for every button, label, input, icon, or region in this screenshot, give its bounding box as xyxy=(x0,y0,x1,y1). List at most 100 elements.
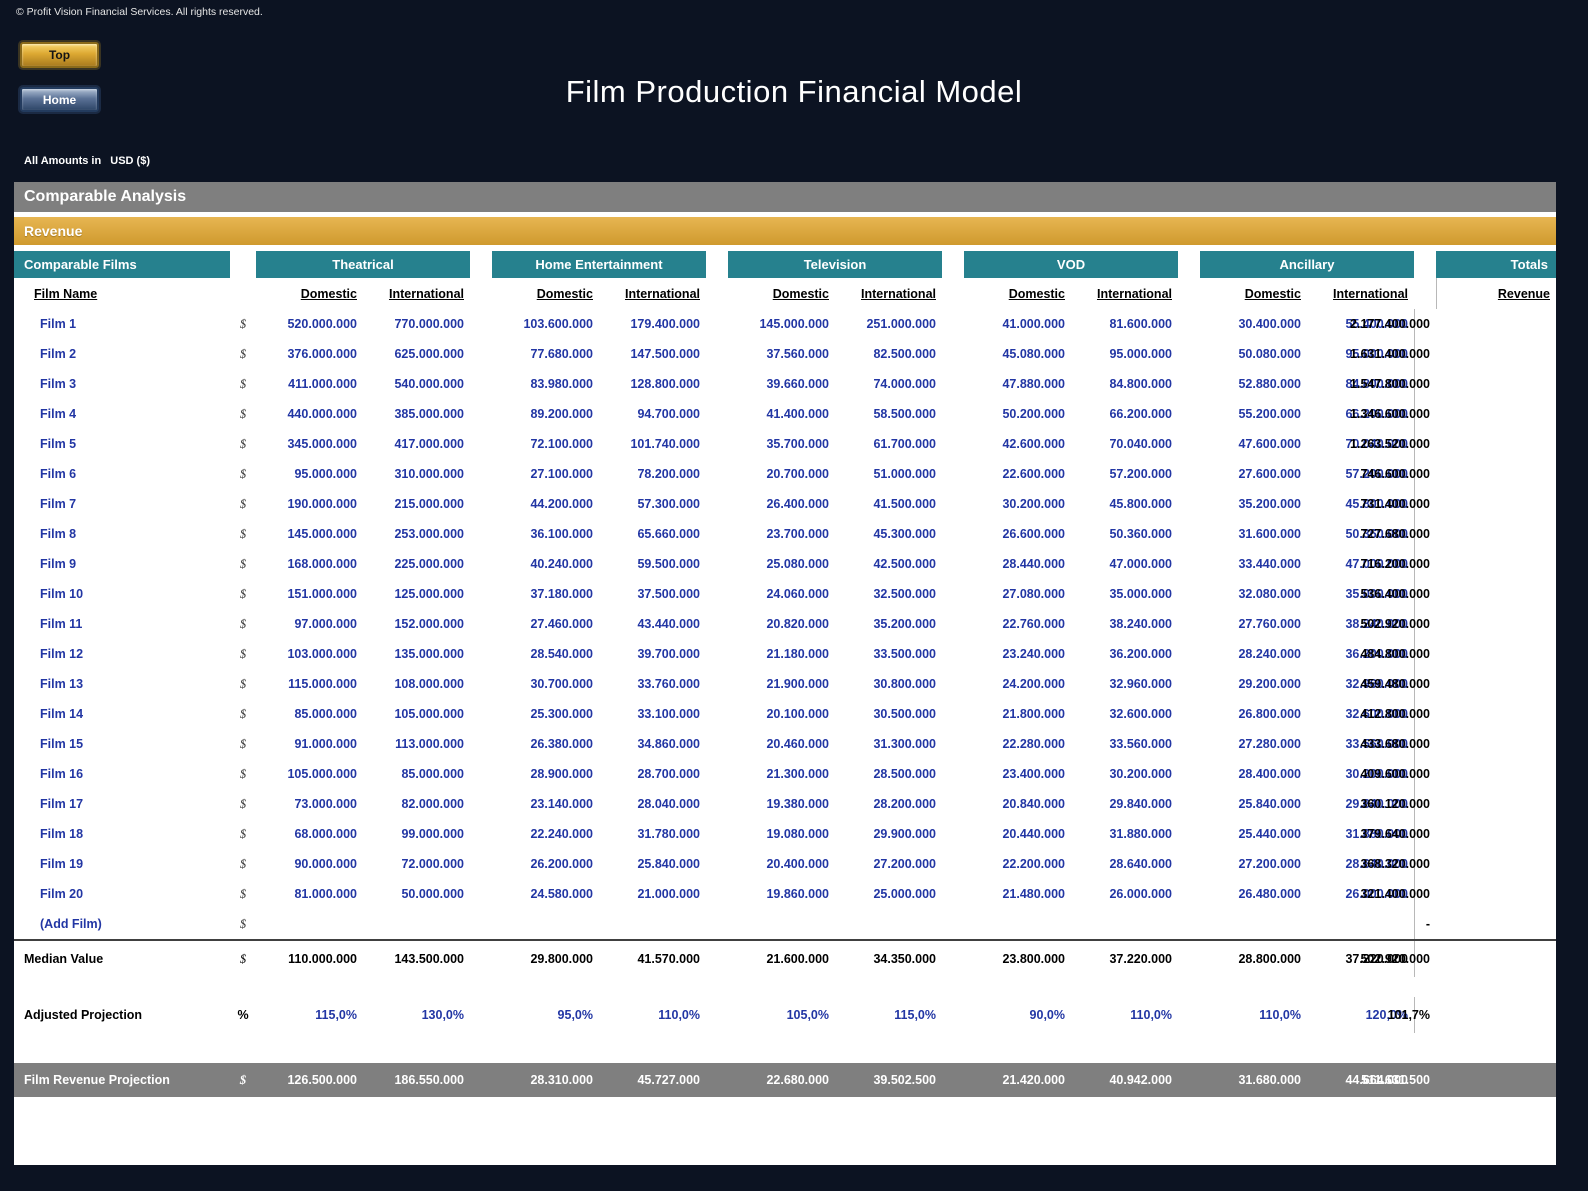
value-cell[interactable]: 19.380.000 xyxy=(766,797,829,811)
value-cell[interactable]: 39.700.000 xyxy=(637,647,700,661)
value-cell[interactable]: 105.000.000 xyxy=(394,707,464,721)
film-name-cell[interactable]: Film 10 xyxy=(40,587,84,601)
value-cell[interactable]: 28.900.000 xyxy=(530,767,593,781)
value-cell[interactable]: 36.200.000 xyxy=(1345,647,1408,661)
value-cell[interactable]: 110,0% xyxy=(1259,1008,1301,1022)
value-cell[interactable]: 540.000.000 xyxy=(394,377,464,391)
value-cell[interactable]: 95.000.000 xyxy=(1109,347,1172,361)
value-cell[interactable]: 215.000.000 xyxy=(394,497,464,511)
value-cell[interactable]: 38.240.000 xyxy=(1109,617,1172,631)
value-cell[interactable]: 33.760.000 xyxy=(637,677,700,691)
value-cell[interactable]: 83.980.000 xyxy=(530,377,593,391)
home-button[interactable]: Home xyxy=(20,87,99,112)
value-cell[interactable]: 42.600.000 xyxy=(1002,437,1065,451)
top-button[interactable]: Top xyxy=(20,42,99,68)
value-cell[interactable]: 130,0% xyxy=(421,1008,464,1022)
value-cell[interactable]: 21.300.000 xyxy=(766,767,829,781)
value-cell[interactable]: 35.200.000 xyxy=(873,617,936,631)
value-cell[interactable]: 105,0% xyxy=(786,1008,829,1022)
value-cell[interactable]: 345.000.000 xyxy=(287,437,357,451)
value-cell[interactable]: 253.000.000 xyxy=(394,527,464,541)
value-cell[interactable]: 32.600.000 xyxy=(1109,707,1172,721)
value-cell[interactable]: 32.960.000 xyxy=(1345,677,1408,691)
value-cell[interactable]: 34.860.000 xyxy=(637,737,700,751)
value-cell[interactable]: 310.000.000 xyxy=(394,467,464,481)
value-cell[interactable]: 95.000.000 xyxy=(1345,347,1408,361)
value-cell[interactable]: 28.400.000 xyxy=(1238,767,1301,781)
value-cell[interactable]: 115,0% xyxy=(315,1008,357,1022)
value-cell[interactable]: 57.200.000 xyxy=(1109,467,1172,481)
value-cell[interactable]: 440.000.000 xyxy=(287,407,357,421)
value-cell[interactable]: 27.460.000 xyxy=(530,617,593,631)
film-name-cell[interactable]: Film 1 xyxy=(40,317,77,331)
value-cell[interactable]: 32.960.000 xyxy=(1109,677,1172,691)
value-cell[interactable]: 25.840.000 xyxy=(1238,797,1301,811)
value-cell[interactable]: 29.840.000 xyxy=(1109,797,1172,811)
value-cell[interactable]: 28.040.000 xyxy=(637,797,700,811)
film-name-cell[interactable]: Film 16 xyxy=(40,767,84,781)
value-cell[interactable]: 27.100.000 xyxy=(530,467,593,481)
value-cell[interactable]: 20.400.000 xyxy=(766,857,829,871)
value-cell[interactable]: 70.040.000 xyxy=(1109,437,1172,451)
value-cell[interactable]: 151.000.000 xyxy=(287,587,357,601)
value-cell[interactable]: 39.660.000 xyxy=(766,377,829,391)
value-cell[interactable]: 22.760.000 xyxy=(1002,617,1065,631)
value-cell[interactable]: 45.080.000 xyxy=(1002,347,1065,361)
value-cell[interactable]: 26.200.000 xyxy=(530,857,593,871)
value-cell[interactable]: 30.200.000 xyxy=(1109,767,1172,781)
value-cell[interactable]: 168.000.000 xyxy=(287,557,357,571)
value-cell[interactable]: 28.200.000 xyxy=(873,797,936,811)
value-cell[interactable]: 84.800.000 xyxy=(1109,377,1172,391)
value-cell[interactable] xyxy=(1200,909,1307,939)
value-cell[interactable]: 30.200.000 xyxy=(1345,767,1408,781)
value-cell[interactable]: 58.500.000 xyxy=(873,407,936,421)
value-cell[interactable]: 225.000.000 xyxy=(394,557,464,571)
value-cell[interactable]: 31.600.000 xyxy=(1238,527,1301,541)
value-cell[interactable]: 45.800.000 xyxy=(1345,497,1408,511)
value-cell[interactable]: 251.000.000 xyxy=(866,317,936,331)
value-cell[interactable]: 82.500.000 xyxy=(873,347,936,361)
value-cell[interactable]: 50.000.000 xyxy=(401,887,464,901)
value-cell[interactable] xyxy=(1071,909,1178,939)
value-cell[interactable]: 32.600.000 xyxy=(1345,707,1408,721)
value-cell[interactable]: 21.480.000 xyxy=(1002,887,1065,901)
value-cell[interactable]: 29.200.000 xyxy=(1238,677,1301,691)
value-cell[interactable]: 31.880.000 xyxy=(1345,827,1408,841)
value-cell[interactable]: 94.700.000 xyxy=(637,407,700,421)
value-cell[interactable]: 22.240.000 xyxy=(530,827,593,841)
value-cell[interactable]: 47.600.000 xyxy=(1238,437,1301,451)
value-cell[interactable]: 105.000.000 xyxy=(287,767,357,781)
value-cell[interactable]: 65.660.000 xyxy=(637,527,700,541)
value-cell[interactable]: 89.200.000 xyxy=(530,407,593,421)
value-cell[interactable] xyxy=(1307,909,1414,939)
value-cell[interactable]: 21.900.000 xyxy=(766,677,829,691)
value-cell[interactable]: 23.700.000 xyxy=(766,527,829,541)
value-cell[interactable]: 50.360.000 xyxy=(1345,527,1408,541)
value-cell[interactable]: 55.200.000 xyxy=(1238,407,1301,421)
value-cell[interactable]: 33.560.000 xyxy=(1345,737,1408,751)
value-cell[interactable]: 24.060.000 xyxy=(766,587,829,601)
film-name-cell[interactable]: Film 5 xyxy=(40,437,77,451)
value-cell[interactable]: 145.000.000 xyxy=(287,527,357,541)
value-cell[interactable]: 31.880.000 xyxy=(1109,827,1172,841)
value-cell[interactable]: 27.200.000 xyxy=(1238,857,1301,871)
value-cell[interactable]: 37.500.000 xyxy=(637,587,700,601)
value-cell[interactable]: 95.000.000 xyxy=(294,467,357,481)
value-cell[interactable]: 26.000.000 xyxy=(1345,887,1408,901)
value-cell[interactable]: 128.800.000 xyxy=(630,377,700,391)
value-cell[interactable]: 147.500.000 xyxy=(630,347,700,361)
value-cell[interactable]: 30.200.000 xyxy=(1002,497,1065,511)
value-cell[interactable]: 152.000.000 xyxy=(394,617,464,631)
value-cell[interactable]: 411.000.000 xyxy=(288,377,357,391)
value-cell[interactable]: 27.280.000 xyxy=(1238,737,1301,751)
value-cell[interactable]: 85.000.000 xyxy=(401,767,464,781)
film-name-cell[interactable]: Film 6 xyxy=(40,467,77,481)
value-cell[interactable]: 50.200.000 xyxy=(1002,407,1065,421)
value-cell[interactable]: 37.180.000 xyxy=(530,587,593,601)
value-cell[interactable]: 110,0% xyxy=(658,1008,700,1022)
value-cell[interactable] xyxy=(835,909,942,939)
value-cell[interactable]: 24.200.000 xyxy=(1002,677,1065,691)
value-cell[interactable]: 385.000.000 xyxy=(394,407,464,421)
value-cell[interactable]: 20.840.000 xyxy=(1002,797,1065,811)
value-cell[interactable]: 38.240.000 xyxy=(1345,617,1408,631)
